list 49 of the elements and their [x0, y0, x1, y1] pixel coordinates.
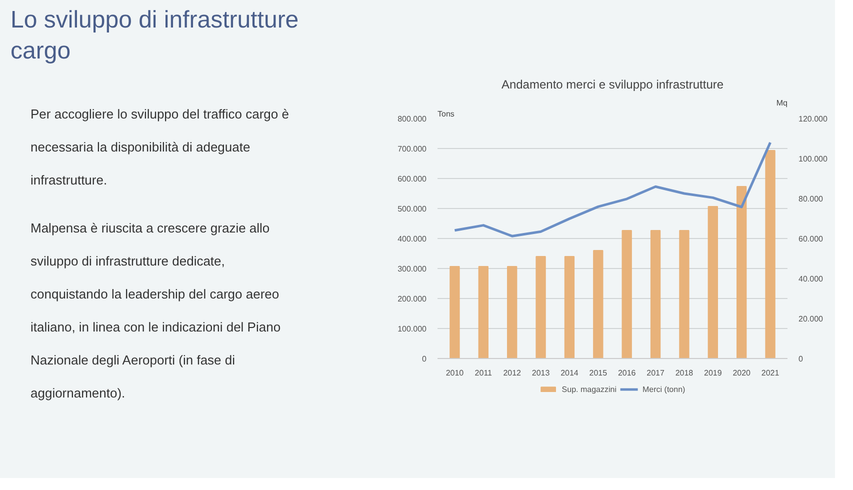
x-tick-label: 2017	[646, 368, 665, 378]
y-tick-label: 500.000	[398, 204, 428, 214]
bar	[450, 266, 460, 358]
x-tick-label: 2012	[503, 368, 522, 378]
x-tick-label: 2021	[761, 368, 780, 378]
line-series	[453, 141, 772, 238]
bar	[593, 250, 604, 358]
bar	[736, 186, 747, 358]
y2-tick-label: 60.000	[798, 234, 824, 244]
x-tick-label: 2013	[532, 368, 550, 378]
y-tick-label: 600.000	[398, 174, 428, 184]
bar	[650, 230, 661, 358]
bar	[536, 256, 546, 358]
y2-axis-title: Mq	[776, 98, 788, 108]
bar	[679, 230, 690, 358]
y-axis-title: Tons	[438, 110, 454, 118]
text: Lo sviluppo di infrastrutture cargo	[10, 6, 299, 65]
y2-tick-label: 100.000	[798, 154, 828, 164]
x-tick-label: 2016	[618, 368, 636, 378]
bar	[507, 266, 518, 358]
y2-tick-label: 120.000	[798, 114, 828, 124]
y2-tick-label: 40.000	[798, 274, 824, 284]
y-tick-label: 200.000	[398, 294, 428, 304]
y-tick-label: 400.000	[398, 234, 428, 244]
legend-label: Merci (tonn)	[642, 384, 686, 394]
chart-title: Andamento merci e sviluppo infrastrutture	[501, 78, 724, 92]
text: Malpensa è riuscita a crescere grazie allo sviluppo di infrastrutture dedicate, conquistando la leadership del cargo aereo italiano, in linea con le indicazioni del Piano Nazionale degli Aeroporti (in fase di aggiornamento).	[30, 220, 281, 400]
y2-tick-label: 0	[798, 354, 804, 364]
x-tick-label: 2014	[560, 368, 579, 378]
y-tick-label: 100.000	[398, 324, 428, 334]
bar	[708, 206, 718, 358]
x-tick-label: 2015	[589, 368, 608, 378]
bar	[622, 230, 632, 358]
x-tick-label: 2019	[704, 368, 722, 378]
x-tick-label: 2020	[732, 368, 752, 378]
legend-label: Sup. magazzini	[562, 384, 617, 394]
x-tick-label: 2010	[446, 368, 464, 378]
text: Per accogliere lo sviluppo del traffico cargo è necessaria la disponibilità di adeguate infrastrutture.	[30, 106, 289, 188]
bar	[765, 150, 776, 358]
bar	[564, 256, 575, 358]
bar	[478, 266, 488, 358]
y-tick-label: 300.000	[398, 264, 428, 274]
y-tick-label: 0	[422, 354, 428, 364]
x-tick-label: 2018	[675, 368, 694, 378]
x-tick-label: 2011	[474, 368, 493, 378]
y2-tick-label: 80.000	[798, 194, 824, 204]
y-tick-label: 700.000	[398, 144, 428, 154]
y2-tick-label: 20.000	[798, 314, 824, 324]
y-tick-label: 800.000	[398, 114, 428, 124]
